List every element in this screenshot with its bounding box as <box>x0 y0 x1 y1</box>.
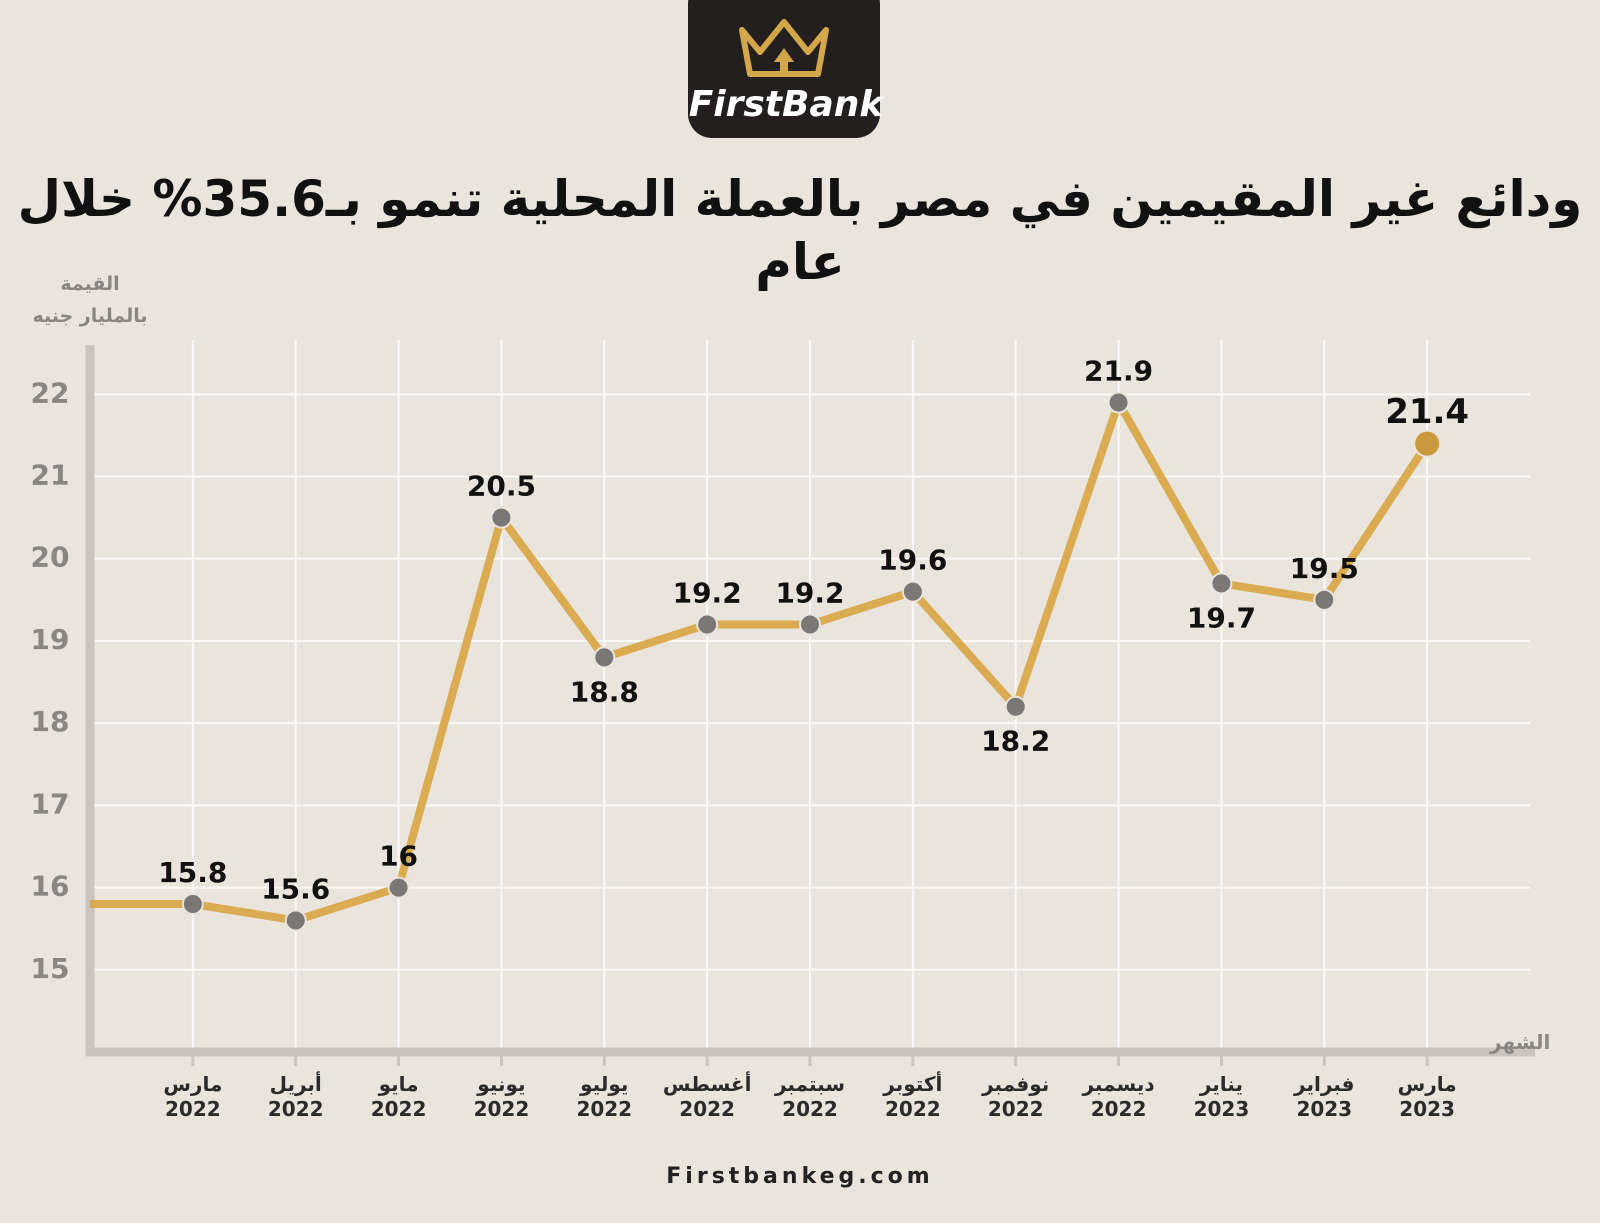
data-point <box>490 506 513 529</box>
x-tick-label: نوفمبر 2022 <box>982 1072 1050 1121</box>
x-tick-label: مايو 2022 <box>370 1072 427 1121</box>
data-point <box>1313 588 1336 611</box>
data-label: 15.8 <box>158 856 227 889</box>
chart-title: ودائع غير المقيمين في مصر بالعملة المحلي… <box>17 170 1583 291</box>
logo-arrow <box>774 48 794 74</box>
data-point <box>696 613 719 636</box>
x-tick-label: يونيو 2022 <box>473 1072 530 1121</box>
x-tick-label: يناير 2023 <box>1193 1072 1250 1121</box>
y-tick-label: 19 <box>31 623 70 656</box>
data-point <box>593 646 616 669</box>
x-tick-label: مارس 2023 <box>1397 1072 1457 1121</box>
x-axis-label: الشهر <box>1490 1030 1551 1054</box>
data-point <box>799 613 821 636</box>
data-point <box>387 876 410 899</box>
data-label: 18.2 <box>981 725 1050 758</box>
logo-crown <box>739 19 829 77</box>
y-tick-label: 15 <box>31 952 70 985</box>
y-tick-label: 18 <box>31 705 70 738</box>
x-tick-label: سبتمبر 2022 <box>774 1072 845 1121</box>
x-tick-label: أكتوبر 2022 <box>883 1072 943 1121</box>
y-tick-label: 22 <box>31 376 70 409</box>
data-label: 19.7 <box>1187 601 1256 634</box>
data-label: 16 <box>379 840 418 873</box>
data-label: 19.2 <box>775 577 844 610</box>
data-label: 21.4 <box>1385 392 1469 432</box>
y-tick-label: 17 <box>31 787 70 820</box>
data-label: 15.6 <box>261 872 330 905</box>
data-label: 19.5 <box>1290 552 1359 585</box>
x-tick-label: فبراير 2023 <box>1294 1072 1355 1121</box>
x-tick-label: ديسمبر 2022 <box>1082 1072 1155 1121</box>
data-label: 19.6 <box>878 544 947 577</box>
footer: Firstbankeg.com <box>666 1164 934 1189</box>
x-tick-label: يوليو 2022 <box>576 1072 633 1121</box>
brand: FirstBank <box>688 84 884 125</box>
data-point <box>284 909 307 932</box>
x-tick-label: مارس 2022 <box>163 1072 223 1121</box>
data-label: 18.8 <box>570 675 639 708</box>
data-point <box>1413 429 1442 458</box>
data-label: 20.5 <box>467 470 536 503</box>
x-tick-label: أغسطس 2022 <box>662 1072 752 1121</box>
data-point <box>901 580 924 603</box>
data-label: 19.2 <box>673 577 742 610</box>
data-label: 21.9 <box>1084 355 1153 388</box>
x-tick-label: أبريل 2022 <box>267 1072 324 1121</box>
y-tick-label: 20 <box>31 541 70 574</box>
y-tick-label: 16 <box>31 870 70 903</box>
data-point <box>1004 695 1027 718</box>
data-point <box>181 893 204 916</box>
y-axis-label: القيمة بالمليار جنيه <box>32 273 148 328</box>
data-point <box>1107 391 1130 414</box>
data-point <box>1210 572 1233 595</box>
y-tick-label: 21 <box>31 459 70 492</box>
